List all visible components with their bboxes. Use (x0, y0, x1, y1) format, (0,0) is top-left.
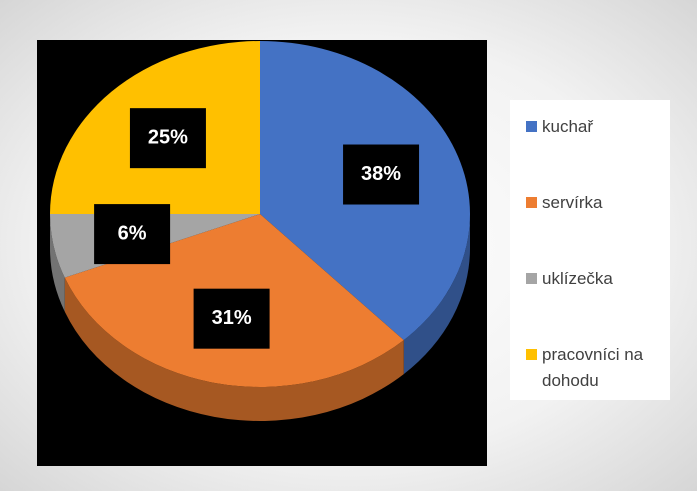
data-label: 38% (361, 163, 401, 185)
legend-label: kuchař (542, 117, 594, 136)
data-label: 31% (212, 307, 252, 329)
legend-label: uklízečka (542, 269, 613, 288)
legend-entry: pracovníci na dohodu (526, 342, 666, 394)
legend: kuchař servírka uklízečka pracovníci na doh… (510, 100, 670, 400)
data-label-box (129, 108, 206, 169)
data-label-box (193, 288, 270, 349)
legend-entry: servírka (526, 190, 666, 216)
data-label: 25% (148, 126, 188, 148)
pie-side (403, 214, 470, 375)
legend-entry: uklízečka (526, 266, 666, 292)
legend-entry: kuchař (526, 114, 666, 140)
data-label-box (94, 204, 171, 265)
data-label-box (343, 144, 420, 205)
legend-swatch (526, 197, 537, 208)
legend-swatch (526, 121, 537, 132)
legend-label: servírka (542, 193, 603, 212)
data-label: 6% (118, 222, 147, 244)
pie-side (64, 277, 404, 421)
legend-label: pracovníci na dohodu (542, 345, 644, 390)
legend-swatch (526, 273, 537, 284)
legend-swatch (526, 349, 537, 360)
pie-side (50, 214, 65, 312)
